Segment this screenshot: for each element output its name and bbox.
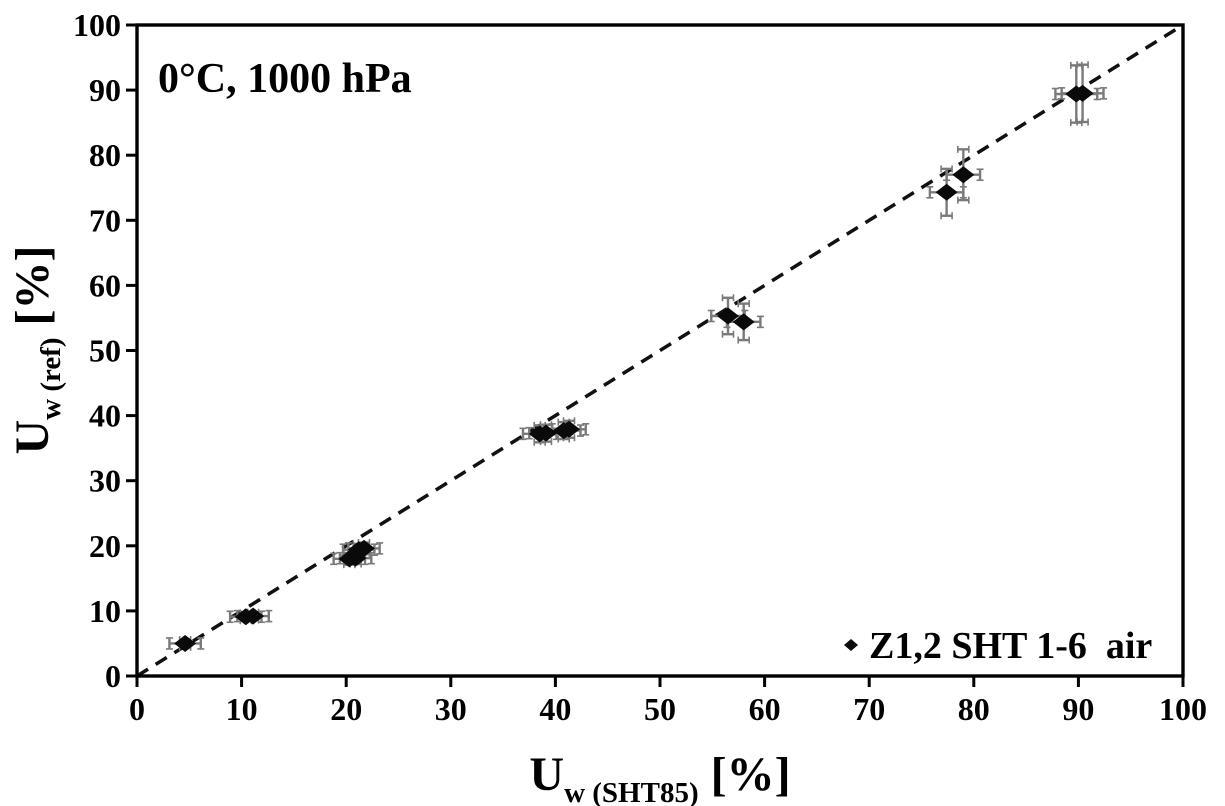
axis-tick-labels: 0 10 20 30 40 50 60 70 80 90 100 0 10 20 30 40 50 60 70 80 9…: [73, 7, 1207, 727]
y-tick-label: 50: [89, 333, 121, 369]
x-tick-label: 40: [539, 691, 571, 727]
data-point: [1071, 84, 1094, 102]
y-axis-label: Uw (ref) [%]: [6, 245, 67, 454]
data-points: [174, 84, 1094, 652]
y-tick-label: 80: [89, 137, 121, 173]
data-point: [716, 307, 739, 325]
data-point: [174, 634, 197, 652]
x-tick-label: 20: [330, 691, 362, 727]
data-point: [242, 607, 265, 625]
legend-label: Z1,2 SHT 1-6 air: [869, 625, 1152, 667]
y-tick-label: 0: [105, 658, 121, 694]
y-tick-label: 100: [73, 7, 121, 43]
y-tick-label: 40: [89, 398, 121, 434]
x-tick-label: 70: [853, 691, 885, 727]
data-point: [732, 313, 755, 331]
data-point: [352, 539, 375, 557]
data-point: [534, 424, 557, 442]
y-tick-label: 30: [89, 463, 121, 499]
y-tick-label: 20: [89, 528, 121, 564]
y-tick-label: 70: [89, 202, 121, 238]
x-tick-label: 80: [958, 691, 990, 727]
condition-annotation: 0°C, 1000 hPa: [158, 56, 412, 102]
error-bars: [165, 61, 1108, 651]
legend-diamond-icon: [844, 639, 858, 651]
x-tick-label: 50: [644, 691, 676, 727]
plot-border: [135, 23, 1185, 678]
x-tick-label: 60: [749, 691, 781, 727]
data-point: [935, 183, 958, 201]
legend: Z1,2 SHT 1-6 air: [844, 625, 1152, 667]
reference-line: [136, 23, 1184, 678]
x-axis-label: Uw (SHT85) [%]: [529, 748, 790, 806]
axis-ticks: [126, 23, 1185, 687]
one-to-one-reference-line: [136, 23, 1184, 678]
data-point: [952, 166, 975, 184]
data-point: [557, 420, 580, 438]
y-tick-label: 60: [89, 267, 121, 303]
y-tick-label: 90: [89, 72, 121, 108]
x-tick-label: 10: [226, 691, 258, 727]
x-tick-label: 100: [1159, 691, 1207, 727]
y-tick-label: 10: [89, 593, 121, 629]
x-tick-label: 30: [435, 691, 467, 727]
x-tick-label: 90: [1062, 691, 1094, 727]
x-tick-label: 0: [129, 691, 145, 727]
